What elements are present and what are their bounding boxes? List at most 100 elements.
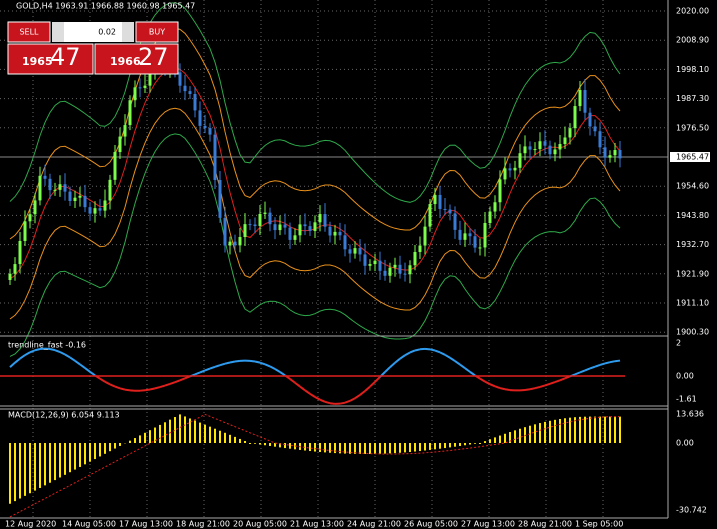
macd-bar: [599, 416, 601, 443]
candle: [433, 194, 437, 205]
candle: [193, 94, 197, 111]
candle: [428, 204, 432, 227]
time-label: 27 Aug 13:00: [461, 520, 515, 529]
candle: [498, 179, 502, 203]
candle: [273, 224, 277, 231]
macd-bar: [404, 443, 406, 453]
trendline-segment: [434, 349, 441, 354]
macd-bar: [279, 443, 281, 448]
one-click-trading: SELL 0.02 BUY 1965 47 1966 27: [7, 21, 179, 75]
trendline-segment: [604, 361, 611, 365]
trendline-segment: [114, 385, 121, 390]
price-label: 1965.47: [676, 153, 709, 162]
macd-bar: [519, 428, 521, 443]
trendline-segment: [404, 351, 411, 357]
time-label: 24 Aug 21:00: [347, 520, 401, 529]
candle: [408, 265, 412, 275]
buy-button[interactable]: [135, 21, 179, 43]
trendline-segment: [249, 359, 256, 363]
trendline-segment: [529, 387, 536, 391]
macd-bar: [274, 443, 276, 447]
trendline-segment: [324, 400, 331, 405]
trendline-segment: [119, 387, 126, 391]
macd-bar: [349, 443, 351, 454]
macd-bar: [574, 417, 576, 443]
trendline-segment: [179, 377, 186, 382]
trendline-segment: [414, 348, 421, 352]
candle: [363, 254, 367, 266]
macd-bar: [79, 443, 81, 467]
candle: [118, 136, 122, 153]
candle: [178, 72, 182, 86]
trendline-segment: [19, 354, 26, 360]
trendline-segment: [299, 385, 306, 392]
trendline-segment: [14, 357, 21, 364]
candle: [318, 214, 322, 223]
macd-bar: [564, 418, 566, 443]
trendline-segment: [374, 376, 381, 383]
trendline-segment: [444, 353, 451, 359]
macd-bar: [459, 443, 461, 446]
candle: [553, 149, 557, 155]
sell-price[interactable]: [7, 43, 94, 75]
macd-bar: [214, 428, 216, 443]
candle: [283, 224, 287, 228]
candle: [583, 90, 587, 113]
indicator-label: 0.00: [676, 372, 694, 381]
macd-bar: [134, 438, 136, 443]
macd-bar: [339, 443, 341, 454]
candle: [123, 125, 127, 137]
macd-bar: [284, 443, 286, 449]
trendline-segment: [24, 351, 31, 356]
macd-bar: [159, 424, 161, 443]
candle: [28, 214, 32, 222]
candle: [373, 260, 377, 265]
candle: [453, 213, 457, 230]
time-label: 1 Sep 05:00: [575, 520, 623, 529]
trendline-segment: [499, 387, 506, 391]
macd-bar: [199, 422, 201, 443]
macd-bar: [89, 443, 91, 462]
candle: [488, 211, 492, 224]
time-label: 26 Aug 05:00: [404, 520, 458, 529]
candle: [48, 178, 52, 191]
macd-bar: [424, 443, 426, 451]
buy-price[interactable]: [94, 43, 179, 75]
sell-button[interactable]: [7, 21, 51, 43]
candle: [238, 236, 242, 246]
price-label: 1998.10: [676, 65, 709, 74]
macd-bar: [194, 420, 196, 443]
macd-bar: [474, 443, 476, 444]
macd-bar: [129, 440, 131, 443]
trendline-segment: [469, 371, 476, 377]
trendline-segment: [264, 363, 271, 368]
price-label: 2008.90: [676, 36, 709, 45]
candle: [493, 202, 497, 212]
candle: [573, 106, 577, 129]
macd-bar: [224, 432, 226, 443]
macd-bar: [394, 443, 396, 454]
trendline-segment: [384, 366, 391, 373]
lot-up[interactable]: [122, 22, 134, 42]
current-price-box: [670, 152, 710, 162]
macd-bar: [104, 443, 106, 454]
macd-bar: [479, 443, 481, 444]
macd-bar: [499, 435, 501, 443]
macd-bar: [44, 443, 46, 486]
macd-bar: [229, 434, 231, 443]
macd-bar: [59, 443, 61, 478]
lot-input[interactable]: [52, 22, 134, 42]
macd-bar: [209, 426, 211, 443]
trendline-segment: [349, 397, 356, 402]
grid: [0, 0, 668, 518]
candle: [443, 208, 447, 210]
lot-down[interactable]: [52, 22, 64, 42]
trendline-segment: [494, 385, 501, 389]
macd-label: 13.636: [676, 410, 704, 419]
candle: [73, 197, 77, 201]
candle: [358, 248, 362, 255]
macd-bar: [259, 443, 261, 445]
candle: [523, 146, 527, 154]
trendline-segment: [34, 348, 41, 352]
